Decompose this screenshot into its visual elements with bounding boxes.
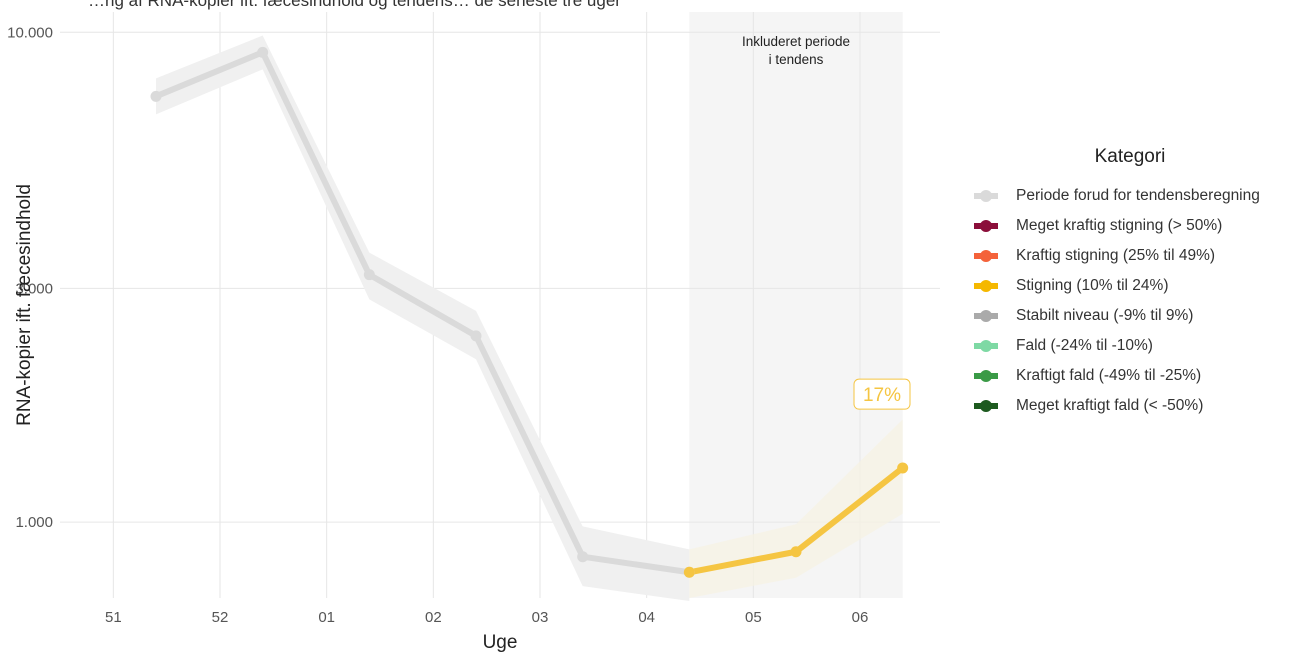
highlight-label-line1: Inkluderet periode (742, 34, 850, 49)
legend-label: Meget kraftig stigning (> 50%) (1016, 217, 1223, 234)
legend-item: Kraftigt fald (-49% til -25%) (970, 361, 1299, 391)
x-tick-label-51: 51 (105, 609, 122, 626)
legend-item: Meget kraftigt fald (< -50%) (970, 391, 1299, 421)
confidence-band-0 (156, 35, 690, 602)
data-point-s0-1 (257, 46, 269, 58)
legend-item: Kraftig stigning (25% til 49%) (970, 241, 1299, 271)
x-tick-label-06: 06 (852, 609, 869, 626)
legend-swatch (970, 339, 1002, 353)
chart-title: …ng af RNA-kopier ift. fæcesindhold og t… (88, 0, 621, 10)
data-point-s0-0 (150, 90, 162, 102)
x-tick-label-03: 03 (532, 609, 549, 626)
legend-item: Periode forud for tendensberegning (970, 181, 1299, 211)
x-tick-label-05: 05 (745, 609, 762, 626)
data-point-s0-4 (577, 551, 589, 563)
data-point-s1-2 (897, 462, 909, 474)
series-line-0 (153, 49, 693, 576)
legend-swatch (970, 189, 1002, 203)
legend-swatch (970, 369, 1002, 383)
legend-label: Meget kraftigt fald (< -50%) (1016, 397, 1204, 414)
y-tick-label-1.000: 1.000 (15, 514, 53, 531)
legend-swatch (970, 249, 1002, 263)
legend-swatch (970, 399, 1002, 413)
legend-label: Kraftigt fald (-49% til -25%) (1016, 367, 1202, 384)
legend-label: Stigning (10% til 24%) (1016, 277, 1169, 294)
legend-swatch (970, 279, 1002, 293)
x-tick-label-01: 01 (318, 609, 335, 626)
highlight-label-line2: i tendens (769, 52, 824, 67)
data-point-s1-1 (790, 546, 802, 558)
legend-item: Meget kraftig stigning (> 50%) (970, 211, 1299, 241)
legend-label: Kraftig stigning (25% til 49%) (1016, 247, 1216, 264)
x-axis-title: Uge (483, 632, 518, 653)
legend: Kategori Periode forud for tendensberegn… (970, 146, 1299, 421)
x-tick-label-52: 52 (212, 609, 229, 626)
confidence-band-1 (689, 419, 903, 598)
data-point-s0-3 (470, 330, 482, 342)
legend-swatch (970, 219, 1002, 233)
legend-item: Fald (-24% til -10%) (970, 331, 1299, 361)
legend-title: Kategori (1094, 146, 1166, 167)
legend-label: Stabilt niveau (-9% til 9%) (1016, 307, 1194, 324)
data-point-s1-0 (683, 566, 695, 578)
y-tick-label-10.000: 10.000 (7, 24, 53, 41)
legend-label: Fald (-24% til -10%) (1016, 337, 1153, 354)
annotation-box (853, 378, 911, 410)
data-point-s0-2 (363, 269, 375, 281)
x-tick-label-02: 02 (425, 609, 442, 626)
legend-label: Periode forud for tendensberegning (1016, 187, 1260, 204)
x-tick-label-04: 04 (638, 609, 655, 626)
legend-item: Stigning (10% til 24%) (970, 271, 1299, 301)
y-axis-title: RNA-kopier ift. fæcesindhold (14, 184, 35, 426)
legend-item: Stabilt niveau (-9% til 9%) (970, 301, 1299, 331)
legend-swatch (970, 309, 1002, 323)
y-tick-label-3.000: 3.000 (15, 280, 53, 297)
annotation-text: 17% (863, 385, 901, 406)
